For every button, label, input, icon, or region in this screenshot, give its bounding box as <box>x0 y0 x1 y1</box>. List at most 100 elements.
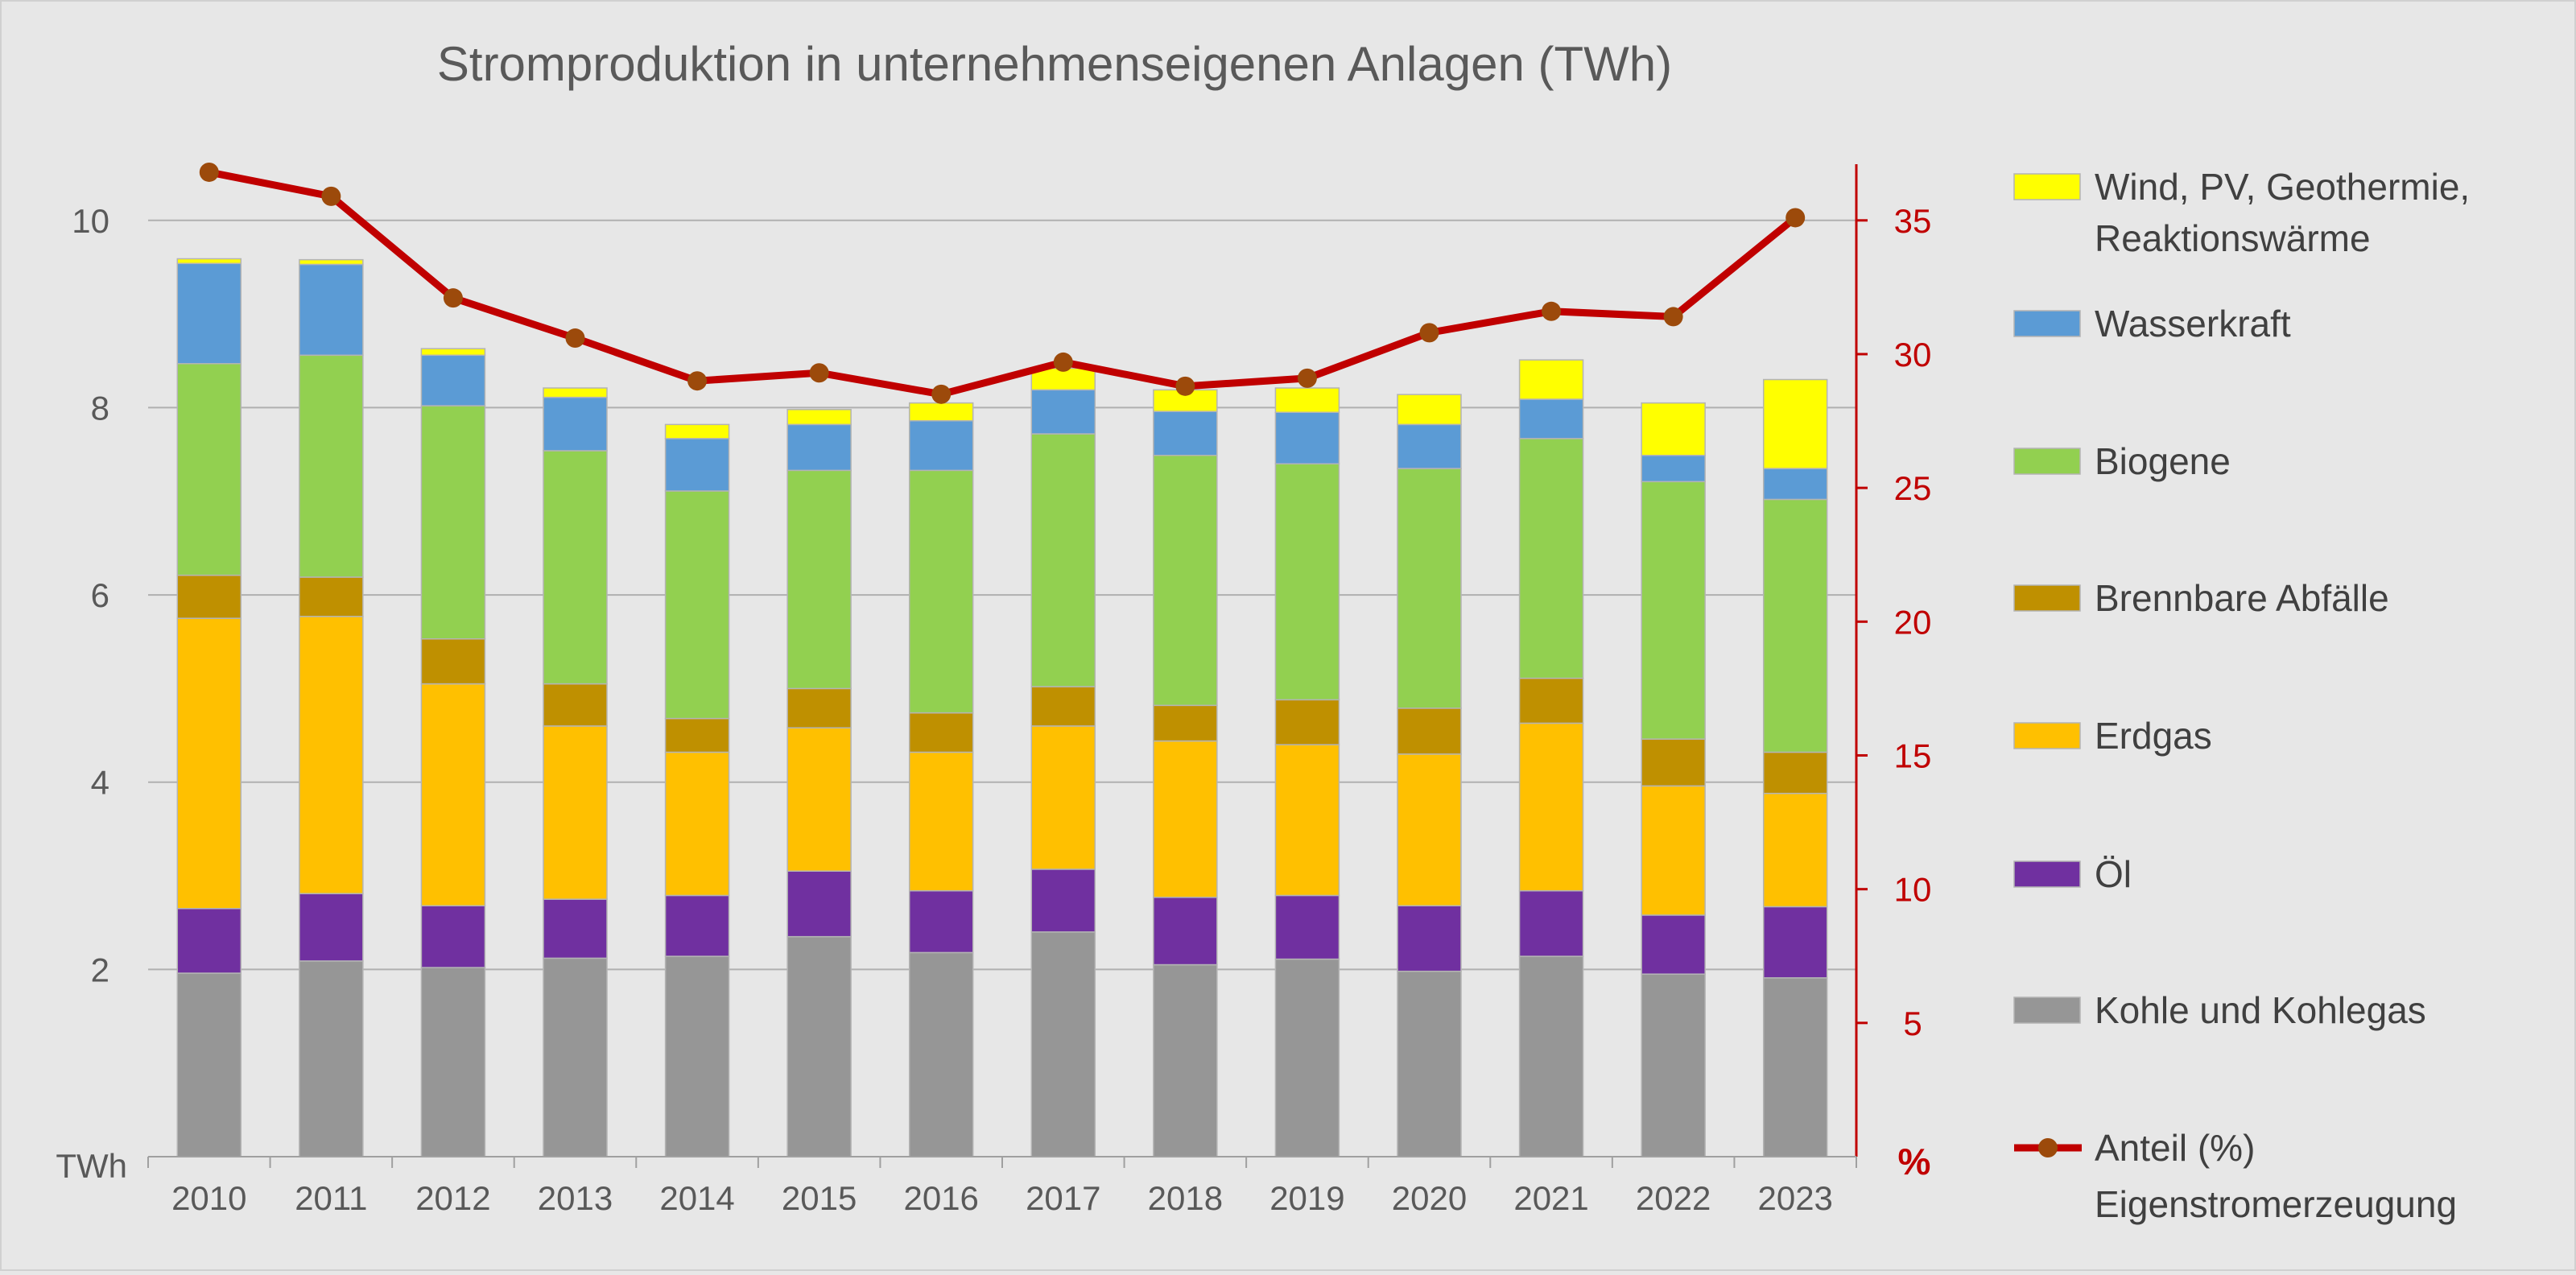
bar-segment <box>1274 894 1340 960</box>
bar-segment <box>176 574 242 619</box>
bar-segment <box>1274 411 1340 464</box>
bar-segment <box>176 972 242 1157</box>
bar-segment <box>299 616 364 894</box>
legend-swatch <box>2013 448 2081 475</box>
bar-segment <box>786 870 852 938</box>
y-tick-label: 4 <box>91 764 109 802</box>
bar-segment <box>1153 411 1218 456</box>
bar-segment <box>1518 955 1584 1157</box>
y2-tick-label: 35 <box>1894 202 1932 240</box>
bar-segment <box>664 751 730 897</box>
x-tick-label: 2019 <box>1269 1179 1344 1217</box>
legend-label: Erdgas <box>2095 715 2212 757</box>
bar-segment <box>1030 869 1096 933</box>
legend-label: Kohle und Kohlegas <box>2095 989 2426 1031</box>
bar-segment <box>786 409 852 426</box>
line-marker <box>199 162 219 182</box>
y-tick-label: 10 <box>72 202 109 240</box>
line-marker <box>565 328 585 349</box>
line-marker <box>1663 307 1683 327</box>
bar-segment <box>1762 751 1828 794</box>
legend-label: Anteil (%) <box>2095 1127 2255 1169</box>
bar-segment <box>1641 785 1706 916</box>
bar-segment <box>1397 708 1462 755</box>
x-tick-label: 2013 <box>538 1179 613 1217</box>
bar-segment <box>543 450 608 685</box>
bar-segment <box>176 617 242 910</box>
bar-segment <box>420 683 486 907</box>
x-tick-label: 2012 <box>415 1179 490 1217</box>
legend-label: Eigenstromerzeugung <box>2095 1183 2457 1225</box>
line-marker <box>1053 352 1073 372</box>
bar-segment <box>1153 740 1218 898</box>
bar-segment <box>299 354 364 578</box>
bar-segment <box>1641 481 1706 740</box>
bar-segment <box>1518 438 1584 679</box>
bar-segment <box>543 683 608 727</box>
line-marker <box>809 363 829 383</box>
bar-segment <box>420 905 486 968</box>
x-tick-label: 2017 <box>1026 1179 1100 1217</box>
bar-segment <box>1762 468 1828 501</box>
bar-segment <box>176 908 242 974</box>
bar-segment <box>1518 398 1584 439</box>
x-tick-label: 2015 <box>782 1179 857 1217</box>
line-marker <box>1297 368 1317 388</box>
axes: 2 4 6 8 10 TWh 5 10 15 20 25 30 35% 2010 2011 2012 2013 2… <box>56 164 1931 1217</box>
bar-segment <box>786 469 852 690</box>
bar-segment <box>908 712 974 753</box>
bar-segment <box>176 258 242 265</box>
x-tick-label: 2022 <box>1636 1179 1711 1217</box>
bar-segment <box>664 423 730 439</box>
y-tick-label: 6 <box>91 576 109 614</box>
bar-segment <box>543 725 608 900</box>
legend-label: Wasserkraft <box>2095 303 2291 345</box>
x-tick-label: 2023 <box>1757 1179 1832 1217</box>
bar-segment <box>1641 455 1706 483</box>
line-marker <box>1785 208 1806 228</box>
bar-segment <box>786 423 852 472</box>
bar-segment <box>1274 958 1340 1157</box>
bar-segment <box>1030 389 1096 435</box>
line-marker <box>443 288 463 308</box>
bar-segment <box>1153 455 1218 707</box>
bar-segment <box>1762 906 1828 979</box>
bar-segment <box>1641 738 1706 787</box>
bar-segment <box>1762 792 1828 908</box>
bar-segment <box>1518 359 1584 400</box>
legend-swatch <box>2013 996 2081 1024</box>
bar-segment <box>1518 722 1584 892</box>
bar-segment <box>1762 378 1828 469</box>
x-tick-label: 2021 <box>1513 1179 1588 1217</box>
chart-title: Stromproduktion in unternehmenseigenen A… <box>437 37 1672 91</box>
bar-segment <box>1397 423 1462 469</box>
bar-segment <box>1397 970 1462 1157</box>
bar-segment <box>1641 914 1706 975</box>
legend-label: Wind, PV, Geothermie, <box>2095 166 2470 208</box>
line-marker <box>1175 376 1195 396</box>
bar-segment <box>1030 367 1096 391</box>
bar-segment <box>908 419 974 472</box>
bar-segment <box>664 438 730 492</box>
bar-segment <box>908 751 974 892</box>
bar-segment <box>543 387 608 398</box>
bar-segment <box>299 893 364 962</box>
bar-segment <box>1762 977 1828 1157</box>
bar-segment <box>1030 433 1096 687</box>
bar-segment <box>1641 973 1706 1157</box>
line-marker <box>1419 323 1439 343</box>
legend-label: Öl <box>2095 853 2132 895</box>
legend-label: Brennbare Abfälle <box>2095 577 2389 619</box>
legend-swatch <box>2013 584 2081 612</box>
bar-segment <box>1274 387 1340 413</box>
y2-axis-label: % <box>1898 1141 1931 1182</box>
bar-segment <box>1274 463 1340 701</box>
line-path <box>208 168 1798 398</box>
bar-segment <box>1397 468 1462 709</box>
bar-segment <box>908 469 974 714</box>
bar-segment <box>1397 394 1462 426</box>
bar-segment <box>664 717 730 753</box>
legend: Wind, PV, Geothermie, Reaktionswärme Wasse… <box>2013 166 2470 1225</box>
bar-segment <box>786 727 852 872</box>
